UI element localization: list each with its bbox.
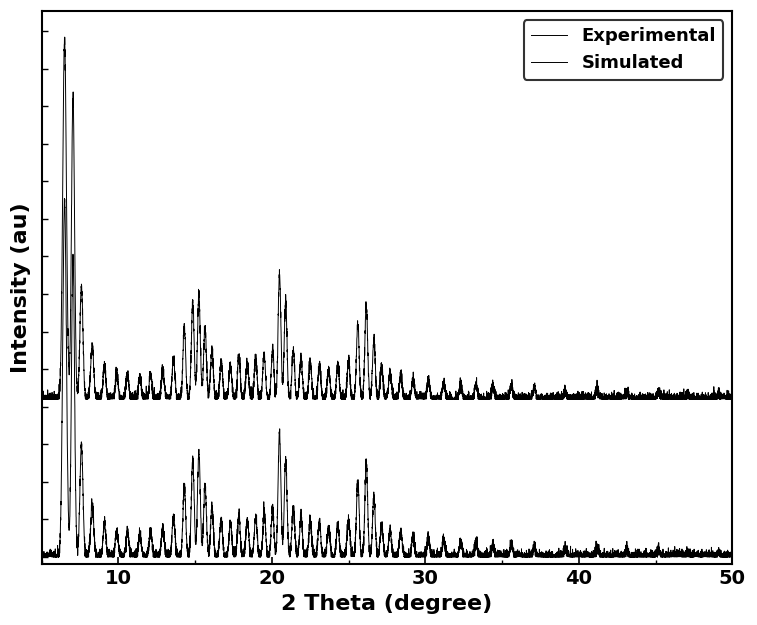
Simulated [37,553,46,561]
Experimental [60,33,69,41]
Experimental [716,395,725,402]
Simulated [459,553,469,561]
Experimental [37,394,46,402]
Experimental [727,396,737,403]
Experimental [76,284,86,291]
Experimental [459,394,469,401]
Simulated [582,551,591,559]
Simulated [727,551,737,558]
Experimental [39,396,48,403]
Experimental [582,394,591,401]
Line: Simulated: Simulated [42,199,732,557]
Simulated [222,551,231,558]
Line: Experimental: Experimental [42,37,732,399]
Simulated [60,195,69,202]
Legend: Experimental, Simulated: Experimental, Simulated [524,20,724,79]
Simulated [76,444,86,452]
Simulated [470,547,479,554]
Simulated [37,552,46,559]
Simulated [716,553,725,561]
X-axis label: 2 Theta (degree): 2 Theta (degree) [282,594,493,614]
Experimental [222,388,231,396]
Y-axis label: Intensity (au): Intensity (au) [11,202,31,373]
Experimental [470,387,479,394]
